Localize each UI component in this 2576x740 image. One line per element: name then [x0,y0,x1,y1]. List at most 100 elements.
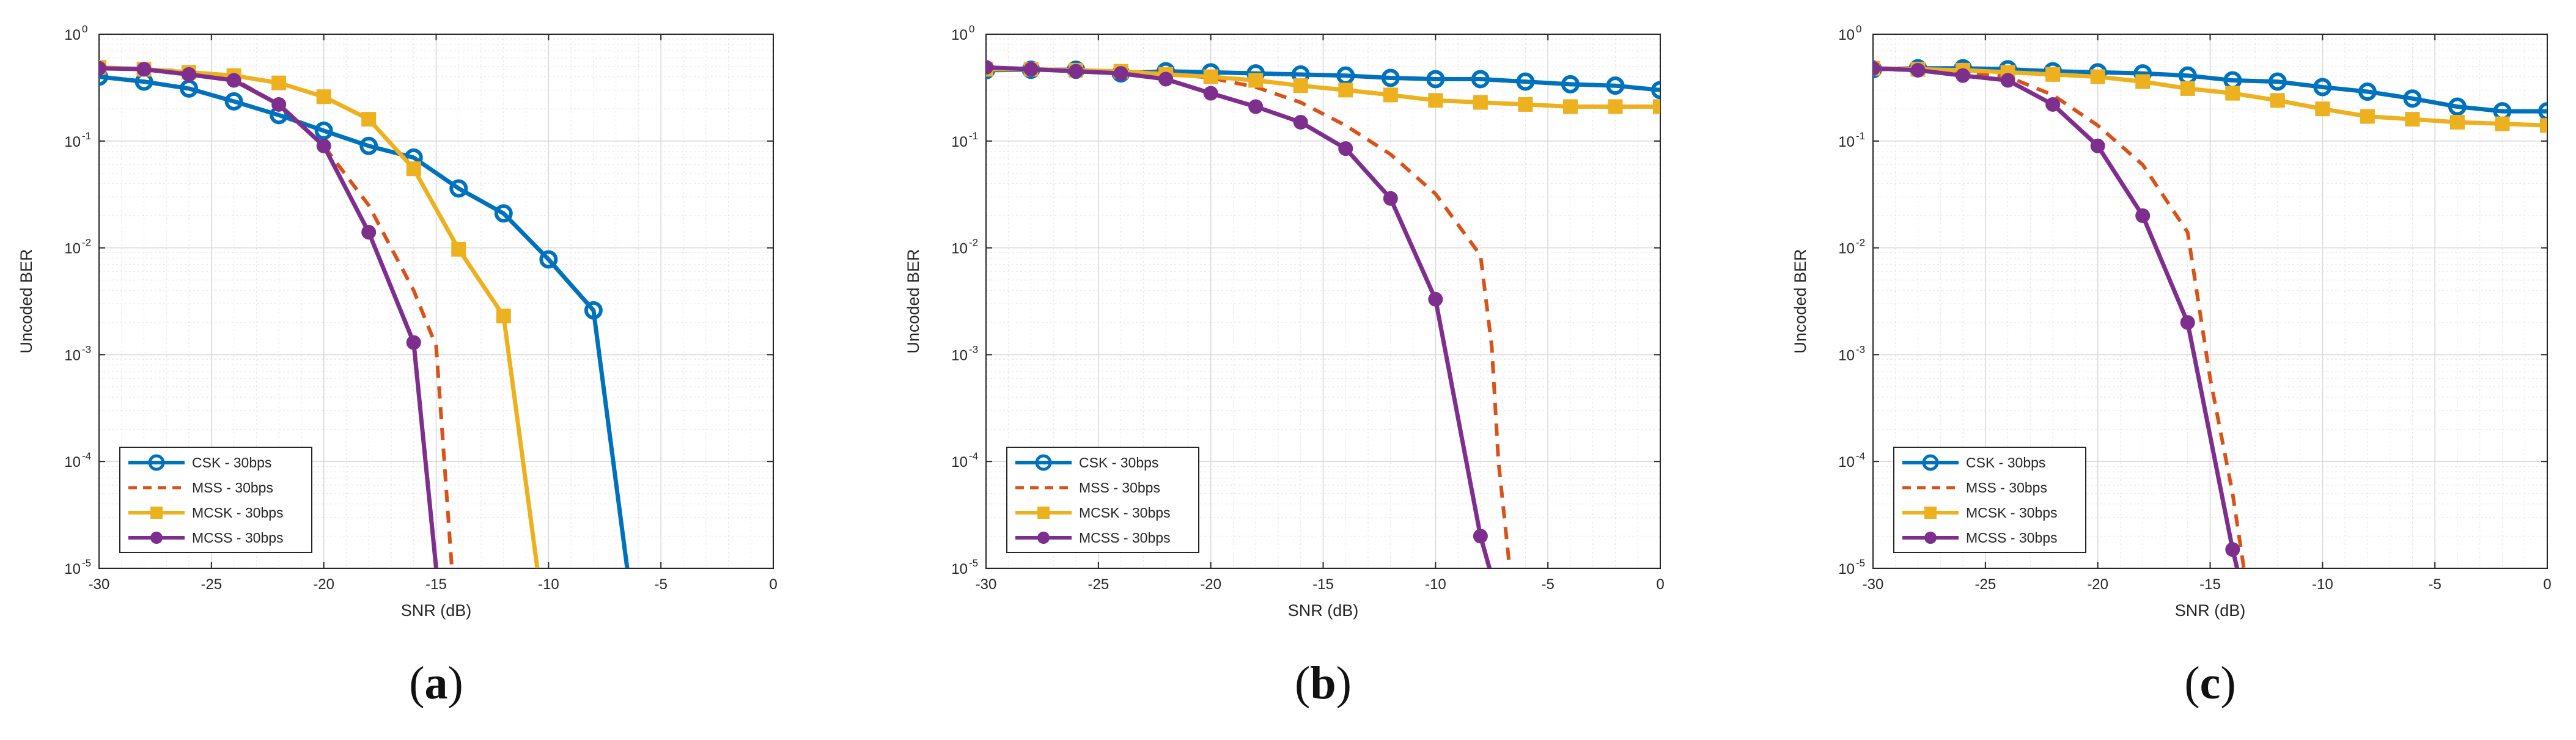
y-tick-exponent: -3 [969,343,978,355]
data-point [224,92,243,111]
legend-item: MCSK - 30bps [1015,505,1171,521]
data-point [449,179,468,198]
data-point [1293,78,1308,93]
legend-label: MCSS - 30bps [1079,530,1171,546]
data-point [1203,69,1218,84]
legend-label: MSS - 30bps [192,480,273,496]
data-point [1158,71,1174,87]
y-tick-exponent: -1 [969,130,978,142]
y-tick-label: 10 [951,347,968,364]
x-tick-label: -15 [2199,576,2221,593]
legend-marker [150,532,163,544]
data-point [2135,208,2151,223]
x-tick-label: -15 [1312,576,1334,593]
chart-panel-a: -30 -25 -20 -15 -10 -5 010-510-410-310-210-110… [17,23,778,709]
data-point [1956,68,1971,83]
data-point [226,73,241,88]
data-point [1428,291,1443,307]
data-point [2225,542,2240,557]
chart-panel-c: -30 -25 -20 -15 -10 -5 010-510-410-310-210-110… [1791,23,2552,709]
data-point [2135,74,2151,89]
legend-label: MSS - 30bps [1966,480,2047,496]
legend-item: MCSS - 30bps [128,530,284,546]
data-point [99,60,106,76]
data-point [1562,99,1578,114]
data-point [1910,62,1926,78]
y-tick-exponent: -4 [1856,450,1865,462]
data-point [2360,109,2375,124]
data-point [271,75,287,90]
data-point [1338,141,1353,156]
y-tick-exponent: -5 [82,557,91,569]
data-point [1561,75,1580,93]
data-point [2358,82,2377,101]
legend-label: CSK - 30bps [1079,455,1158,471]
grid [1872,34,2548,569]
y-tick-exponent: -2 [1856,237,1865,249]
legend: CSK - 30bps MSS - 30bps MCSK - 30bps MCSS -… [119,447,312,553]
data-point [1516,72,1535,91]
data-point [1471,70,1490,89]
y-tick-label: 10 [951,27,968,43]
x-tick-label: -10 [1425,576,1446,593]
y-tick-exponent: 0 [82,23,87,35]
data-point [1518,97,1533,112]
data-point [1608,99,1623,114]
legend-item: MCSK - 30bps [128,505,284,521]
series-mcss [986,60,1492,568]
data-point [1873,60,1880,76]
data-point [494,204,513,223]
y-tick-exponent: -2 [969,237,978,249]
y-tick-exponent: -5 [969,557,978,569]
legend-item: MCSS - 30bps [1015,530,1171,546]
data-point [182,67,197,82]
x-tick-label: -5 [2428,576,2441,593]
chart-panel-b: -30 -25 -20 -15 -10 -5 010-510-410-310-210-110… [904,23,1665,709]
data-point [99,67,108,86]
y-axis-label: Uncoded BER [17,249,35,353]
data-point [2538,102,2547,121]
x-tick-label: 0 [1656,576,1664,593]
legend-item: MSS - 30bps [128,480,273,496]
x-tick-label: -25 [201,576,222,593]
legend-marker [1922,454,1939,471]
y-axis-label: Uncoded BER [904,249,922,353]
data-point [1428,93,1443,108]
legend-item: MCSS - 30bps [1902,530,2058,546]
y-tick-exponent: -3 [82,343,91,355]
series-line [1873,66,2547,114]
x-axis-label: SNR (dB) [401,601,472,620]
data-point [451,241,466,257]
y-tick-label: 10 [1838,454,1855,471]
data-point [539,250,558,269]
legend-marker [1924,507,1937,519]
legend-label: MCSK - 30bps [1079,505,1171,521]
data-point [2270,93,2285,108]
data-point [1248,73,1264,88]
data-point [1248,99,1264,114]
series-mcss [1873,60,2240,568]
data-point [2448,97,2467,116]
y-tick-exponent: -4 [82,450,91,462]
data-point [361,225,377,240]
y-tick-label: 10 [64,134,81,150]
data-point [1473,95,1488,110]
legend-marker [1924,532,1937,544]
data-point [1651,81,1660,100]
y-tick-label: 10 [64,347,81,364]
data-point [314,121,333,140]
y-tick-label: 10 [1838,27,1855,43]
y-tick-exponent: 0 [969,23,974,35]
y-tick-exponent: -4 [969,450,978,462]
legend-item: CSK - 30bps [128,454,271,471]
data-point [2090,69,2105,84]
y-axis-label: Uncoded BER [1791,249,1809,353]
x-tick-label: 0 [2543,576,2551,593]
data-point [316,138,331,153]
x-tick-label: -20 [2087,576,2108,593]
x-axis-label: SNR (dB) [1288,601,1359,620]
data-point [2180,315,2195,330]
y-tick-exponent: -1 [82,130,91,142]
